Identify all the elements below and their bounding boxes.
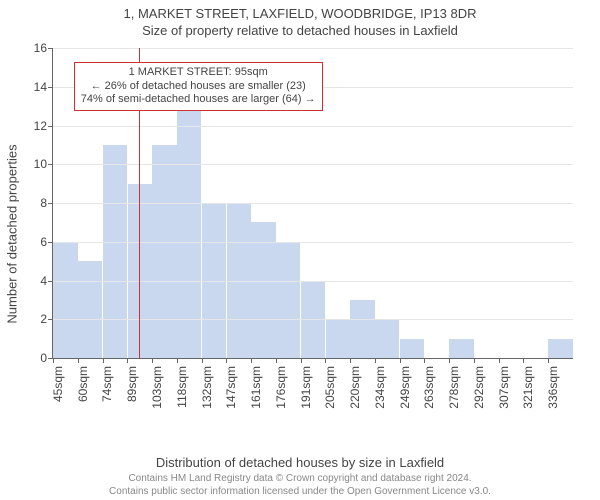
annotation-line2: ← 26% of detached houses are smaller (23… [81, 80, 316, 94]
ytick-label: 4 [40, 274, 47, 288]
xtick-label: 176sqm [274, 366, 288, 409]
title-line2: Size of property relative to detached ho… [0, 23, 600, 40]
xtick-mark [301, 358, 302, 363]
xtick-label: 234sqm [373, 366, 387, 409]
gridline [53, 126, 573, 127]
xtick-label: 118sqm [175, 366, 189, 408]
xtick-label: 60sqm [76, 366, 90, 402]
xtick-label: 74sqm [100, 366, 114, 402]
xtick-label: 249sqm [398, 366, 412, 409]
bar [276, 242, 300, 358]
ytick-label: 12 [34, 119, 47, 133]
bar [375, 319, 399, 358]
xtick-mark [325, 358, 326, 363]
xtick-mark [276, 358, 277, 363]
ytick-label: 10 [34, 157, 47, 171]
xtick-mark [226, 358, 227, 363]
xtick-label: 89sqm [125, 366, 139, 402]
xtick-mark [424, 358, 425, 363]
bar [449, 339, 473, 358]
gridline [53, 48, 573, 49]
y-axis-label: Number of detached properties [5, 144, 20, 323]
xtick-mark [251, 358, 252, 363]
xtick-label: 220sqm [348, 366, 362, 409]
xtick-mark [78, 358, 79, 363]
footer: Contains HM Land Registry data © Crown c… [0, 473, 600, 498]
ytick-mark [48, 48, 53, 49]
ytick-mark [48, 242, 53, 243]
xtick-mark [400, 358, 401, 363]
xtick-label: 161sqm [249, 366, 263, 409]
xtick-label: 307sqm [497, 366, 511, 409]
annotation-box: 1 MARKET STREET: 95sqm ← 26% of detached… [74, 62, 323, 111]
bar [103, 145, 127, 358]
xtick-label: 191sqm [299, 366, 313, 409]
xtick-mark [103, 358, 104, 363]
ytick-mark [48, 87, 53, 88]
gridline [53, 319, 573, 320]
annotation-line3: 74% of semi-detached houses are larger (… [81, 93, 316, 107]
xtick-mark [499, 358, 500, 363]
xtick-mark [127, 358, 128, 363]
xtick-mark [202, 358, 203, 363]
xtick-mark [152, 358, 153, 363]
ytick-mark [48, 164, 53, 165]
ytick-mark [48, 281, 53, 282]
xtick-label: 321sqm [521, 366, 535, 409]
xtick-label: 263sqm [422, 366, 436, 409]
xtick-label: 147sqm [224, 366, 238, 409]
xtick-mark [449, 358, 450, 363]
ytick-mark [48, 126, 53, 127]
page-title: 1, MARKET STREET, LAXFIELD, WOODBRIDGE, … [0, 0, 600, 40]
footer-line1: Contains HM Land Registry data © Crown c… [0, 473, 600, 486]
title-line1: 1, MARKET STREET, LAXFIELD, WOODBRIDGE, … [0, 6, 600, 23]
xtick-mark [350, 358, 351, 363]
gridline [53, 203, 573, 204]
xtick-label: 292sqm [472, 366, 486, 409]
ytick-label: 16 [34, 41, 47, 55]
chart: Number of detached properties 0246810121… [0, 44, 600, 424]
xtick-mark [375, 358, 376, 363]
ytick-label: 0 [40, 351, 47, 365]
bar [78, 261, 102, 358]
xtick-mark [548, 358, 549, 363]
xtick-label: 45sqm [51, 366, 65, 402]
ytick-label: 6 [40, 235, 47, 249]
gridline [53, 281, 573, 282]
footer-line2: Contains public sector information licen… [0, 486, 600, 499]
ytick-mark [48, 319, 53, 320]
xtick-mark [474, 358, 475, 363]
bar [53, 242, 77, 358]
bar [152, 145, 176, 358]
xtick-label: 103sqm [150, 366, 164, 409]
ytick-label: 8 [40, 196, 47, 210]
xtick-label: 278sqm [447, 366, 461, 409]
ytick-label: 2 [40, 312, 47, 326]
plot-area: 024681012141645sqm60sqm74sqm89sqm103sqm1… [52, 48, 573, 359]
xtick-mark [177, 358, 178, 363]
annotation-line1: 1 MARKET STREET: 95sqm [81, 66, 316, 80]
xtick-label: 205sqm [323, 366, 337, 409]
xtick-label: 132sqm [200, 366, 214, 409]
xtick-label: 336sqm [546, 366, 560, 409]
bar [548, 339, 572, 358]
xtick-mark [523, 358, 524, 363]
gridline [53, 242, 573, 243]
ytick-mark [48, 203, 53, 204]
xtick-mark [53, 358, 54, 363]
bar [350, 300, 374, 358]
bar [326, 319, 350, 358]
x-axis-label: Distribution of detached houses by size … [0, 455, 600, 470]
bar [400, 339, 424, 358]
ytick-label: 14 [34, 80, 47, 94]
gridline [53, 164, 573, 165]
